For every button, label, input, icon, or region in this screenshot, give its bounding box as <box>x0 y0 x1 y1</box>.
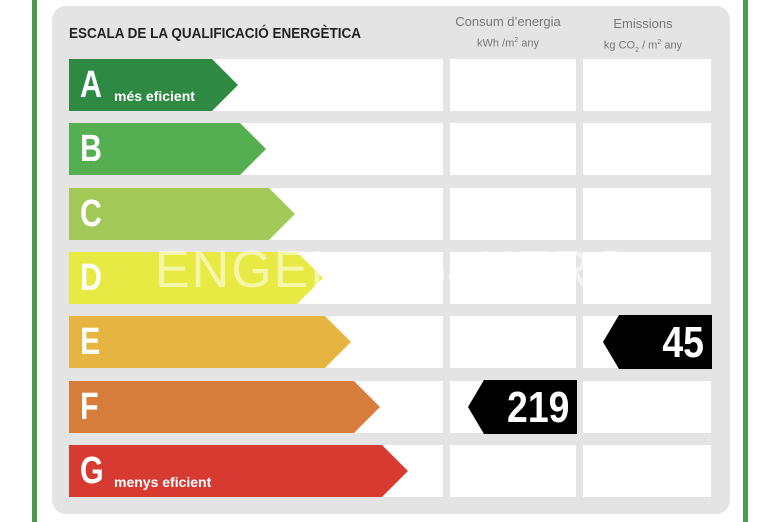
emissions-cell-g <box>583 445 711 497</box>
emissions-cell-f <box>583 381 711 433</box>
rating-letter-c: C <box>80 193 102 235</box>
arrow-fill-d <box>69 252 323 304</box>
rating-arrow-e: E <box>69 316 351 368</box>
emissions-cell-a <box>583 59 711 111</box>
arrow-shape-f <box>69 381 380 433</box>
emissions-tag-fill <box>603 315 712 369</box>
watermark: ENGELhabitaclia KERS <box>155 241 629 299</box>
arrow-fill-c <box>69 188 295 240</box>
rating-letter-a: A <box>80 64 102 106</box>
emissions-label: Emissions <box>613 16 673 31</box>
arrow-fill-f <box>69 381 380 433</box>
rating-caption-a: més eficient <box>114 88 195 104</box>
rating-arrow-c: C <box>69 188 295 240</box>
consum-cell-a <box>450 59 576 111</box>
consum-unit: kWh /m2 any <box>477 37 539 50</box>
rating-letter-f: F <box>80 386 99 428</box>
consum-tag-shape <box>468 380 577 434</box>
rating-arrow-b: B <box>69 123 266 175</box>
arrow-shape-a <box>69 59 238 111</box>
emissions-header: Emissions kg CO2 / m2 any <box>583 16 703 58</box>
arrow-fill-a <box>69 59 238 111</box>
rating-letter-b: B <box>80 128 102 170</box>
rating-arrow-d: D <box>69 252 323 304</box>
rating-arrow-f: F <box>69 381 380 433</box>
consum-cell-d <box>450 252 576 304</box>
emissions-unit: kg CO2 / m2 any <box>603 39 683 54</box>
rating-caption-g: menys eficient <box>114 474 212 490</box>
rating-letter-e: E <box>80 321 101 363</box>
arrow-fill-g <box>69 445 408 497</box>
emissions-value-tag: 45 <box>603 315 712 369</box>
arrow-fill-b <box>69 123 266 175</box>
consum-label: Consum d’energia <box>455 14 561 29</box>
consum-cell-g <box>450 445 576 497</box>
left-border <box>32 0 37 522</box>
consum-value-tag: 219 <box>468 380 577 434</box>
emissions-tag-shape <box>603 315 712 369</box>
right-border <box>743 0 748 522</box>
arrow-shape-g <box>69 445 408 497</box>
consum-cell-e <box>450 316 576 368</box>
emissions-cell-b <box>583 123 711 175</box>
arrow-fill-e <box>69 316 351 368</box>
arrow-shape-b <box>69 123 266 175</box>
rating-letter-g: G <box>80 450 104 492</box>
consum-cell-c <box>450 188 576 240</box>
arrow-shape-e <box>69 316 351 368</box>
emissions-cell-c <box>583 188 711 240</box>
arrow-shape-d <box>69 252 323 304</box>
rating-letter-d: D <box>80 257 102 299</box>
scale-title: ESCALA DE LA QUALIFICACIÓ ENERGÈTICA <box>69 26 361 42</box>
arrow-shape-c <box>69 188 295 240</box>
consum-cell-b <box>450 123 576 175</box>
emissions-value: 45 <box>662 318 704 367</box>
consum-tag-fill <box>468 380 577 434</box>
emissions-cell-d <box>583 252 711 304</box>
consum-header: Consum d’energia kWh /m2 any <box>449 14 567 52</box>
consum-value: 219 <box>506 383 569 432</box>
